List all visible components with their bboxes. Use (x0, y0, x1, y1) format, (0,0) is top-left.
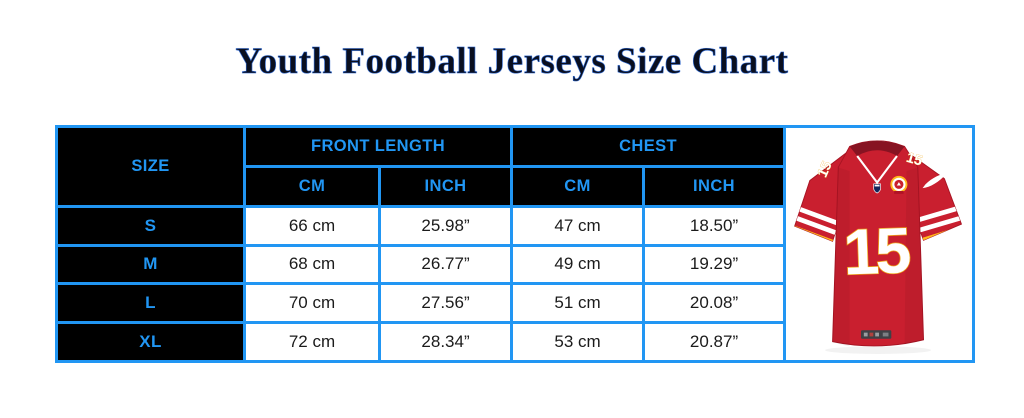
front-length-inch: 26.77” (377, 243, 514, 286)
front-length-cm: 70 cm (243, 282, 381, 325)
team-patch-icon (890, 175, 908, 194)
chest-cm: 49 cm (510, 243, 646, 286)
jersey-right-shoulder-number: 15 (904, 150, 924, 170)
jock-tag (861, 330, 892, 339)
jersey-chest-number: 15 (842, 214, 912, 288)
jersey-collar (849, 140, 905, 156)
chest-inch: 20.08” (642, 282, 787, 325)
swoosh-icon (922, 173, 948, 189)
jersey-shading-right (904, 167, 924, 345)
table-row-m: M 68 cm 26.77” 49 cm 19.29” (55, 243, 974, 286)
header-front-length: FRONT LENGTH (242, 125, 514, 168)
header-front-inch: INCH (377, 164, 514, 208)
chest-inch: 20.87” (642, 321, 787, 363)
jersey-shadow (825, 346, 932, 354)
chest-cm: 51 cm (510, 282, 646, 325)
jersey-left-shoulder-number: 15 (815, 159, 836, 180)
header-front-cm: CM (243, 164, 381, 208)
front-length-cm: 68 cm (243, 243, 381, 286)
header-chest-cm: CM (510, 164, 646, 208)
size-label: S (55, 204, 246, 247)
table-row-l: L 70 cm 27.56” 51 cm 20.08” (55, 282, 974, 325)
header-chest: CHEST (510, 125, 787, 168)
table-row-s: S 66 cm 25.98” 47 cm 18.50” (55, 204, 974, 247)
front-length-cm: 72 cm (243, 321, 381, 363)
jersey-shading-left (832, 167, 850, 347)
front-length-cm: 66 cm (243, 204, 381, 247)
size-label: M (55, 243, 246, 286)
size-label: XL (55, 321, 246, 363)
chest-inch: 18.50” (642, 204, 787, 247)
header-sub-row: CM INCH CM INCH (57, 164, 974, 208)
chest-inch: 19.29” (642, 243, 787, 286)
front-length-inch: 25.98” (377, 204, 514, 247)
jersey-vneck-piping (856, 155, 898, 185)
header-group-row: SIZE FRONT LENGTH CHEST (55, 125, 976, 363)
size-label: L (55, 282, 246, 325)
table-row-xl: XL 72 cm 28.34” 53 cm 20.87” (55, 321, 974, 363)
chest-cm: 53 cm (510, 321, 646, 363)
front-length-inch: 28.34” (377, 321, 514, 363)
chest-cm: 47 cm (510, 204, 646, 247)
header-size: SIZE (55, 125, 246, 208)
page-title: Youth Football Jerseys Size Chart (235, 41, 789, 83)
size-chart-table: SIZE FRONT LENGTH CHEST (55, 125, 976, 363)
front-length-inch: 27.56” (377, 282, 514, 325)
nfl-shield-icon (873, 183, 881, 194)
jersey-image: 15 15 15 (794, 140, 963, 354)
jersey-image-cell: 15 15 15 (783, 125, 976, 363)
header-chest-inch: INCH (642, 164, 787, 208)
